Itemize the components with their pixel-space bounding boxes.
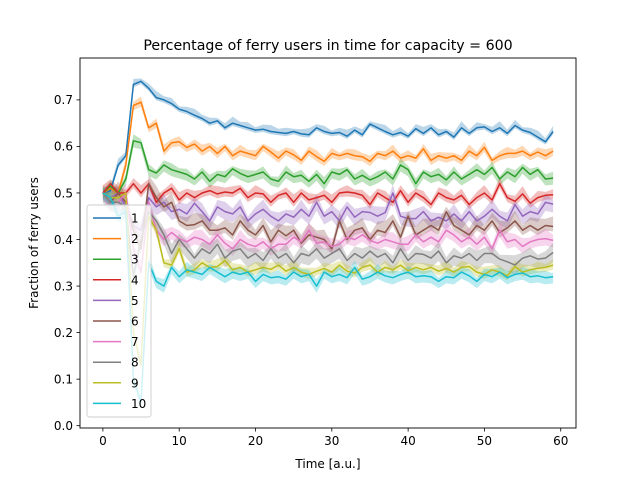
line-series-3	[102, 140, 554, 194]
axes-frame	[79, 57, 577, 429]
y-tick-label: 0.0	[54, 419, 73, 433]
line-series-5	[102, 192, 554, 231]
x-tick-label: 40	[400, 434, 415, 448]
legend-label-1: 1	[131, 212, 139, 226]
legend-label-9: 9	[131, 376, 139, 390]
band-series-4	[102, 177, 554, 210]
line-series-4	[102, 182, 554, 206]
legend-label-5: 5	[131, 294, 139, 308]
line-series-2	[102, 101, 554, 194]
x-tick-label: 0	[99, 434, 107, 448]
y-tick-label: 0.4	[54, 233, 73, 247]
line-series-10	[102, 192, 554, 404]
y-tick-label: 0.5	[54, 186, 73, 200]
x-tick-label: 10	[172, 434, 187, 448]
y-tick-label: 0.1	[54, 372, 73, 386]
x-tick-label: 30	[324, 434, 339, 448]
line-series-8	[102, 192, 554, 278]
legend-label-7: 7	[131, 335, 139, 349]
line-series-1	[102, 80, 554, 194]
y-axis-ticks: 0.0 0.1 0.2 0.3 0.4 0.5 0.6 0.7	[54, 93, 80, 433]
band-series-6	[102, 175, 554, 254]
legend-label-3: 3	[131, 253, 139, 267]
y-tick-label: 0.7	[54, 93, 73, 107]
x-tick-label: 60	[553, 434, 568, 448]
legend-label-6: 6	[131, 315, 139, 329]
y-tick-label: 0.3	[54, 279, 73, 293]
legend: 1 2 3 4 5 6 7 8 9 10	[86, 204, 152, 418]
band-series-8	[102, 187, 554, 287]
legend-label-10: 10	[131, 397, 146, 411]
band-series-2	[102, 96, 554, 198]
band-series-1	[102, 78, 554, 196]
x-tick-label: 20	[248, 434, 263, 448]
plot-area	[102, 78, 554, 410]
x-axis-label: Time [a.u.]	[294, 457, 360, 471]
legend-box	[86, 204, 152, 418]
legend-label-4: 4	[131, 273, 139, 287]
y-tick-label: 0.6	[54, 140, 73, 154]
line-series-7	[102, 192, 554, 273]
legend-label-8: 8	[131, 356, 139, 370]
chart-title: Percentage of ferry users in time for ca…	[143, 38, 512, 54]
y-tick-label: 0.2	[54, 326, 73, 340]
y-axis-label: Fraction of ferry users	[27, 177, 41, 309]
legend-label-2: 2	[131, 232, 139, 246]
x-tick-label: 50	[477, 434, 492, 448]
series-lines	[102, 80, 554, 404]
x-axis-ticks: 0 10 20 30 40 50 60	[99, 428, 568, 448]
line-series-9	[102, 192, 554, 366]
